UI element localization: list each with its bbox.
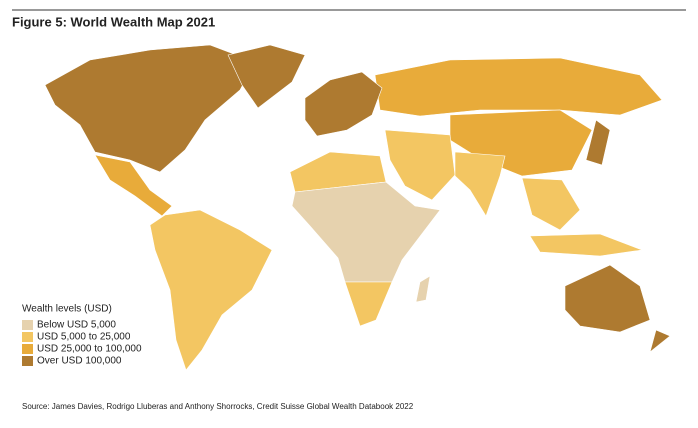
middle-east [384,129,456,201]
new-zealand [649,329,671,353]
australia [564,264,651,333]
southeast-asia [521,177,581,231]
legend-label: USD 25,000 to 100,000 [37,344,142,355]
europe [304,71,383,137]
southern-africa [344,281,393,327]
india [454,151,506,217]
central-america [94,154,173,217]
japan [585,119,611,166]
north-africa [289,151,387,193]
legend-label: Below USD 5,000 [37,320,116,331]
legend-swatch [22,344,33,354]
indonesia [529,233,644,257]
legend-swatch [22,320,33,330]
legend-swatch [22,332,33,342]
world-map [44,44,671,371]
source-note: Source: James Davies, Rodrigo Lluberas a… [22,402,414,411]
legend-label: USD 5,000 to 25,000 [37,332,131,343]
figure-title: Figure 5: World Wealth Map 2021 [12,14,215,29]
madagascar [415,275,431,303]
greenland [227,44,306,109]
north-america [44,44,256,173]
legend-swatch [22,356,33,366]
legend-title: Wealth levels (USD) [22,304,112,315]
africa [291,181,441,283]
legend-label: Over USD 100,000 [37,356,122,367]
south-america [149,209,273,371]
russia [374,57,663,117]
